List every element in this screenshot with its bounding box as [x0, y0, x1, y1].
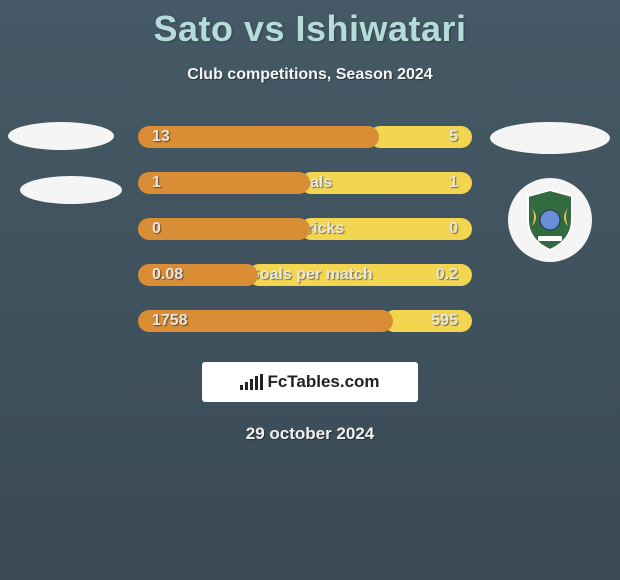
brand-suffix: Tables.com [287, 372, 379, 392]
brand-prefix: Fc [267, 372, 287, 392]
stat-row: 00Hattricks [138, 218, 482, 240]
stat-bar-right: 0 [300, 218, 472, 240]
player-right-ellipse [490, 122, 610, 154]
stat-value-right: 595 [431, 312, 458, 330]
stat-value-left: 0 [152, 220, 161, 238]
stat-bar-right: 0.2 [248, 264, 472, 286]
stat-row: 11Goals [138, 172, 482, 194]
stat-bar-right: 5 [369, 126, 472, 148]
stat-bar-left: 1758 [138, 310, 393, 332]
stat-value-right: 0 [449, 220, 458, 238]
date-label: 29 october 2024 [0, 424, 620, 444]
stat-row: 0.080.2Goals per match [138, 264, 482, 286]
stat-bar-left: 1 [138, 172, 310, 194]
stat-value-left: 0.08 [152, 266, 183, 284]
team-badge-right [508, 178, 592, 262]
stat-bar-left: 0.08 [138, 264, 258, 286]
stat-bar-right: 1 [300, 172, 472, 194]
stat-value-right: 5 [449, 128, 458, 146]
subtitle: Club competitions, Season 2024 [0, 66, 620, 84]
stat-value-left: 13 [152, 128, 170, 146]
stat-bar-left: 0 [138, 218, 310, 240]
player-left-ellipse-2 [20, 176, 122, 204]
stat-value-left: 1 [152, 174, 161, 192]
bar-chart-icon [240, 374, 263, 390]
stat-value-right: 1 [449, 174, 458, 192]
page-title: Sato vs Ishiwatari [0, 0, 620, 50]
stat-bar-left: 13 [138, 126, 379, 148]
stat-row: 135Matches [138, 126, 482, 148]
stat-row: 1758595Min per goal [138, 310, 482, 332]
footer-brand[interactable]: FcTables.com [202, 362, 418, 402]
player-left-ellipse-1 [8, 122, 114, 150]
stat-value-left: 1758 [152, 312, 188, 330]
stat-bar-right: 595 [383, 310, 472, 332]
stat-value-right: 0.2 [436, 266, 458, 284]
shield-icon [516, 186, 584, 254]
